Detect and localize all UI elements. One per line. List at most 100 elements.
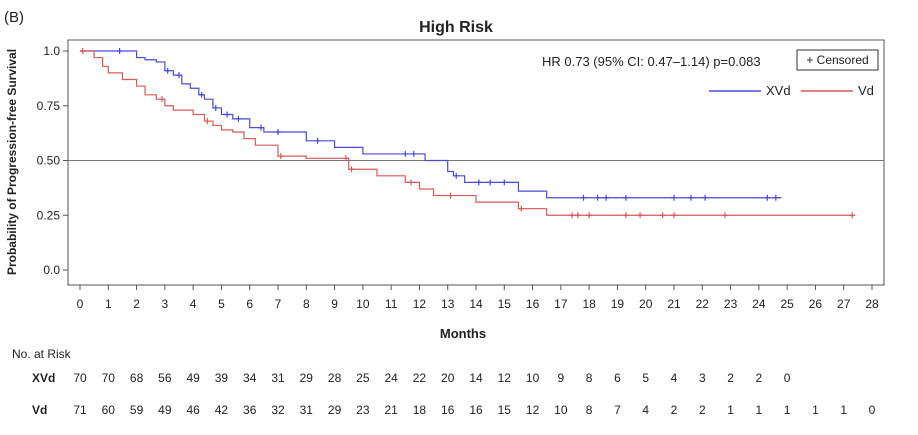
risk-count: 9 bbox=[558, 371, 565, 385]
censor-mark-vd bbox=[407, 179, 414, 186]
risk-count: 2 bbox=[727, 371, 734, 385]
x-tick-label: 9 bbox=[331, 297, 338, 311]
censor-mark-xvd bbox=[224, 111, 231, 118]
risk-count: 0 bbox=[869, 403, 876, 417]
risk-count: 8 bbox=[586, 371, 593, 385]
risk-count: 59 bbox=[130, 403, 144, 417]
risk-count: 1 bbox=[727, 403, 734, 417]
risk-count: 2 bbox=[699, 403, 706, 417]
risk-count: 0 bbox=[784, 371, 791, 385]
censor-mark-xvd bbox=[772, 194, 779, 201]
risk-count: 18 bbox=[413, 403, 427, 417]
risk-count: 16 bbox=[469, 403, 483, 417]
x-tick-label: 22 bbox=[696, 297, 710, 311]
risk-row-label: XVd bbox=[32, 371, 55, 385]
censor-mark-vd bbox=[277, 153, 284, 160]
y-axis-label: Probability of Progression-free Survival bbox=[5, 49, 19, 275]
x-tick-label: 27 bbox=[837, 297, 851, 311]
chart-title: High Risk bbox=[419, 19, 493, 36]
x-tick-label: 15 bbox=[498, 297, 512, 311]
censor-mark-xvd bbox=[501, 179, 508, 186]
censor-mark-xvd bbox=[764, 194, 771, 201]
censor-mark-xvd bbox=[314, 137, 321, 144]
panel-label: (B) bbox=[4, 9, 24, 26]
censor-mark-xvd bbox=[235, 115, 242, 122]
censor-mark-xvd bbox=[453, 172, 460, 179]
x-tick-label: 13 bbox=[441, 297, 455, 311]
risk-count: 42 bbox=[215, 403, 229, 417]
x-axis-label: Months bbox=[440, 326, 486, 341]
risk-count: 14 bbox=[469, 371, 483, 385]
x-tick-label: 10 bbox=[356, 297, 370, 311]
risk-count: 49 bbox=[186, 371, 200, 385]
censored-legend-box: + Censored bbox=[796, 49, 879, 71]
censor-mark-xvd bbox=[622, 194, 629, 201]
x-tick-label: 14 bbox=[469, 297, 483, 311]
censor-mark-vd bbox=[447, 192, 454, 199]
risk-count: 70 bbox=[73, 371, 87, 385]
risk-count: 29 bbox=[328, 403, 342, 417]
y-tick-label: 1.0 bbox=[43, 44, 60, 58]
censor-mark-vd bbox=[204, 118, 211, 125]
y-tick-label: 0.75 bbox=[37, 99, 61, 113]
risk-count: 15 bbox=[498, 403, 512, 417]
censor-mark-vd bbox=[342, 155, 349, 162]
censor-mark-xvd bbox=[580, 194, 587, 201]
risk-count: 1 bbox=[812, 403, 819, 417]
censor-mark-vd bbox=[586, 212, 593, 219]
censor-mark-vd bbox=[574, 212, 581, 219]
y-tick-label: 0.0 bbox=[43, 263, 60, 277]
x-tick-label: 2 bbox=[133, 297, 140, 311]
censor-mark-xvd bbox=[687, 194, 694, 201]
risk-table-title: No. at Risk bbox=[12, 347, 72, 361]
legend: XVd Vd bbox=[709, 83, 874, 98]
risk-count: 49 bbox=[158, 403, 172, 417]
censor-mark-xvd bbox=[198, 91, 205, 98]
risk-count: 7 bbox=[614, 403, 621, 417]
risk-count: 4 bbox=[671, 371, 678, 385]
curve-xvd bbox=[80, 50, 782, 199]
x-tick-label: 18 bbox=[582, 297, 596, 311]
x-tick-label: 8 bbox=[303, 297, 310, 311]
risk-count: 5 bbox=[642, 371, 649, 385]
x-axis: 0 1 2 3 4 5 6 7 8 9 10 11 12 13 14 15 16 17 18 19 20 21 22 23 24… bbox=[77, 285, 879, 311]
x-tick-label: 26 bbox=[809, 297, 823, 311]
x-tick-label: 7 bbox=[275, 297, 282, 311]
risk-count: 32 bbox=[271, 403, 285, 417]
risk-count: 70 bbox=[102, 371, 116, 385]
plot-frame bbox=[67, 39, 885, 286]
risk-count: 68 bbox=[130, 371, 144, 385]
risk-count: 28 bbox=[328, 371, 342, 385]
risk-table: XVd 70 70 68 56 49 39 34 31 29 28 25 24 22 20 14 12 10 9 8 6… bbox=[32, 371, 876, 417]
risk-count: 24 bbox=[384, 371, 398, 385]
risk-count: 60 bbox=[102, 403, 116, 417]
censor-mark-xvd bbox=[258, 124, 265, 131]
risk-count: 1 bbox=[840, 403, 847, 417]
risk-count: 10 bbox=[526, 371, 540, 385]
x-tick-label: 6 bbox=[246, 297, 253, 311]
x-tick-label: 1 bbox=[105, 297, 112, 311]
censor-mark-xvd bbox=[702, 194, 709, 201]
risk-count: 31 bbox=[300, 403, 314, 417]
risk-count: 2 bbox=[671, 403, 678, 417]
risk-count: 36 bbox=[243, 403, 257, 417]
risk-count: 10 bbox=[554, 403, 568, 417]
censor-mark-xvd bbox=[116, 48, 123, 54]
censor-mark-vd bbox=[849, 212, 856, 219]
censor-mark-vd bbox=[348, 166, 355, 173]
censor-mark-vd bbox=[721, 212, 728, 219]
risk-count: 21 bbox=[384, 403, 398, 417]
censor-mark-xvd bbox=[671, 194, 677, 201]
x-tick-label: 21 bbox=[667, 297, 681, 311]
censor-mark-vd bbox=[518, 205, 525, 212]
risk-count: 16 bbox=[441, 403, 455, 417]
x-tick-label: 23 bbox=[724, 297, 738, 311]
risk-count: 3 bbox=[699, 371, 706, 385]
risk-count: 1 bbox=[756, 403, 763, 417]
censor-mark-xvd bbox=[164, 67, 171, 74]
risk-count: 2 bbox=[756, 371, 763, 385]
survival-curves bbox=[79, 48, 856, 219]
censor-mark-vd bbox=[159, 96, 166, 103]
censor-mark-xvd bbox=[402, 150, 409, 157]
